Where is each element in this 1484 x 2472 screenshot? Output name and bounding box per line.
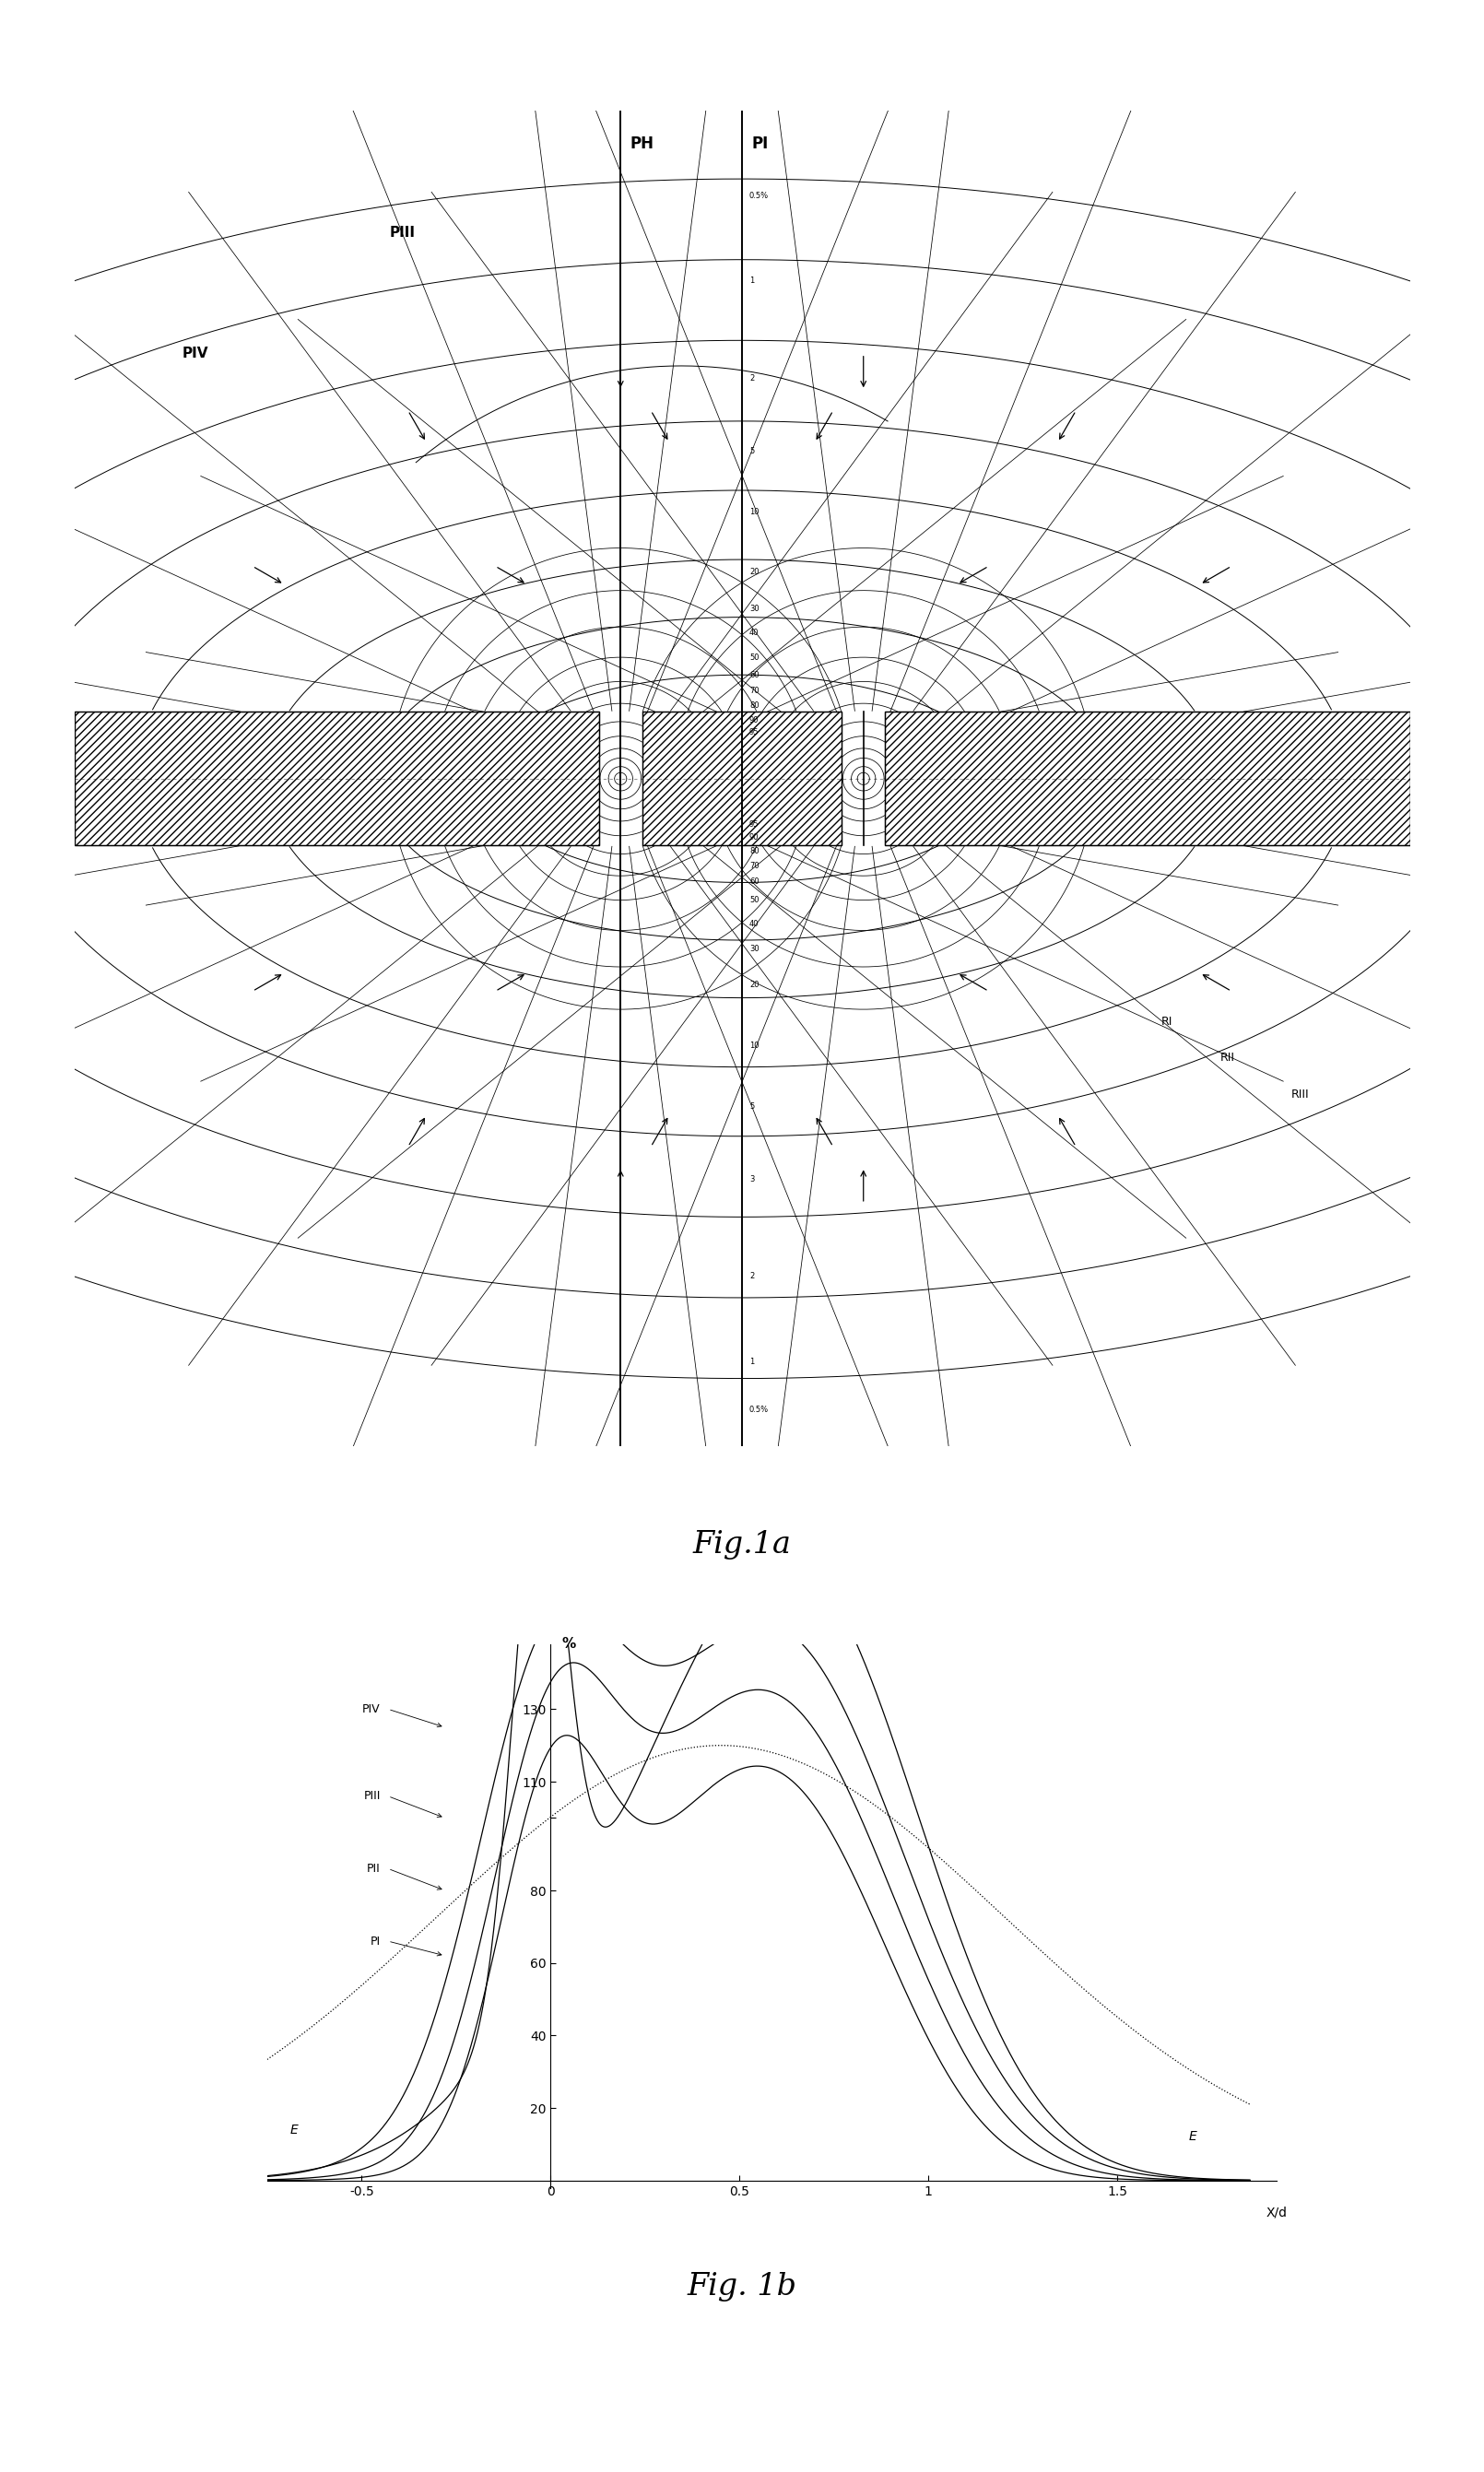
Text: 1: 1: [749, 1357, 754, 1365]
Text: PIV: PIV: [183, 346, 209, 361]
Text: 95: 95: [749, 729, 758, 737]
Text: 40: 40: [749, 628, 758, 638]
Text: PI: PI: [752, 136, 769, 151]
Text: 50: 50: [749, 653, 758, 662]
Text: Fig. 1b: Fig. 1b: [687, 2272, 797, 2301]
Text: 40: 40: [749, 920, 758, 929]
Text: Fig.1a: Fig.1a: [693, 1530, 791, 1560]
Text: PH: PH: [631, 136, 654, 151]
Text: PIV: PIV: [362, 1703, 380, 1716]
Text: E: E: [1189, 2131, 1198, 2143]
Text: 80: 80: [749, 848, 760, 855]
Polygon shape: [74, 712, 598, 845]
Text: X/d: X/d: [1266, 2205, 1288, 2220]
Text: 60: 60: [749, 878, 760, 885]
Text: 2: 2: [749, 373, 754, 383]
Text: 20: 20: [749, 569, 758, 576]
Text: E: E: [289, 2123, 298, 2136]
Text: 60: 60: [749, 672, 760, 680]
Text: RIII: RIII: [1291, 1088, 1309, 1100]
Text: 50: 50: [749, 895, 758, 905]
Text: 30: 30: [749, 606, 760, 613]
Text: 0.5%: 0.5%: [749, 1407, 769, 1414]
Text: 5: 5: [749, 1103, 754, 1110]
Text: 90: 90: [749, 717, 758, 724]
Text: 10: 10: [749, 507, 758, 517]
Text: 80: 80: [749, 702, 760, 709]
Text: 70: 70: [749, 687, 760, 695]
Text: 10: 10: [749, 1041, 758, 1051]
Text: 0.5%: 0.5%: [749, 193, 769, 200]
Text: PII: PII: [367, 1864, 380, 1874]
Text: RI: RI: [1162, 1016, 1172, 1028]
Polygon shape: [643, 712, 841, 845]
Text: 2: 2: [749, 1273, 754, 1280]
Text: 70: 70: [749, 863, 760, 870]
Text: 95: 95: [749, 821, 758, 828]
Text: PIII: PIII: [364, 1790, 380, 1802]
Text: 20: 20: [749, 981, 758, 989]
Text: 5: 5: [749, 447, 754, 455]
Text: 90: 90: [749, 833, 758, 840]
Text: 1: 1: [749, 277, 754, 284]
Text: 30: 30: [749, 944, 760, 952]
Text: PIII: PIII: [389, 225, 416, 240]
Polygon shape: [886, 712, 1410, 845]
Text: %: %: [562, 1636, 576, 1651]
Text: PI: PI: [370, 1936, 380, 1948]
Text: 3: 3: [749, 1174, 754, 1184]
Text: RII: RII: [1220, 1053, 1235, 1063]
